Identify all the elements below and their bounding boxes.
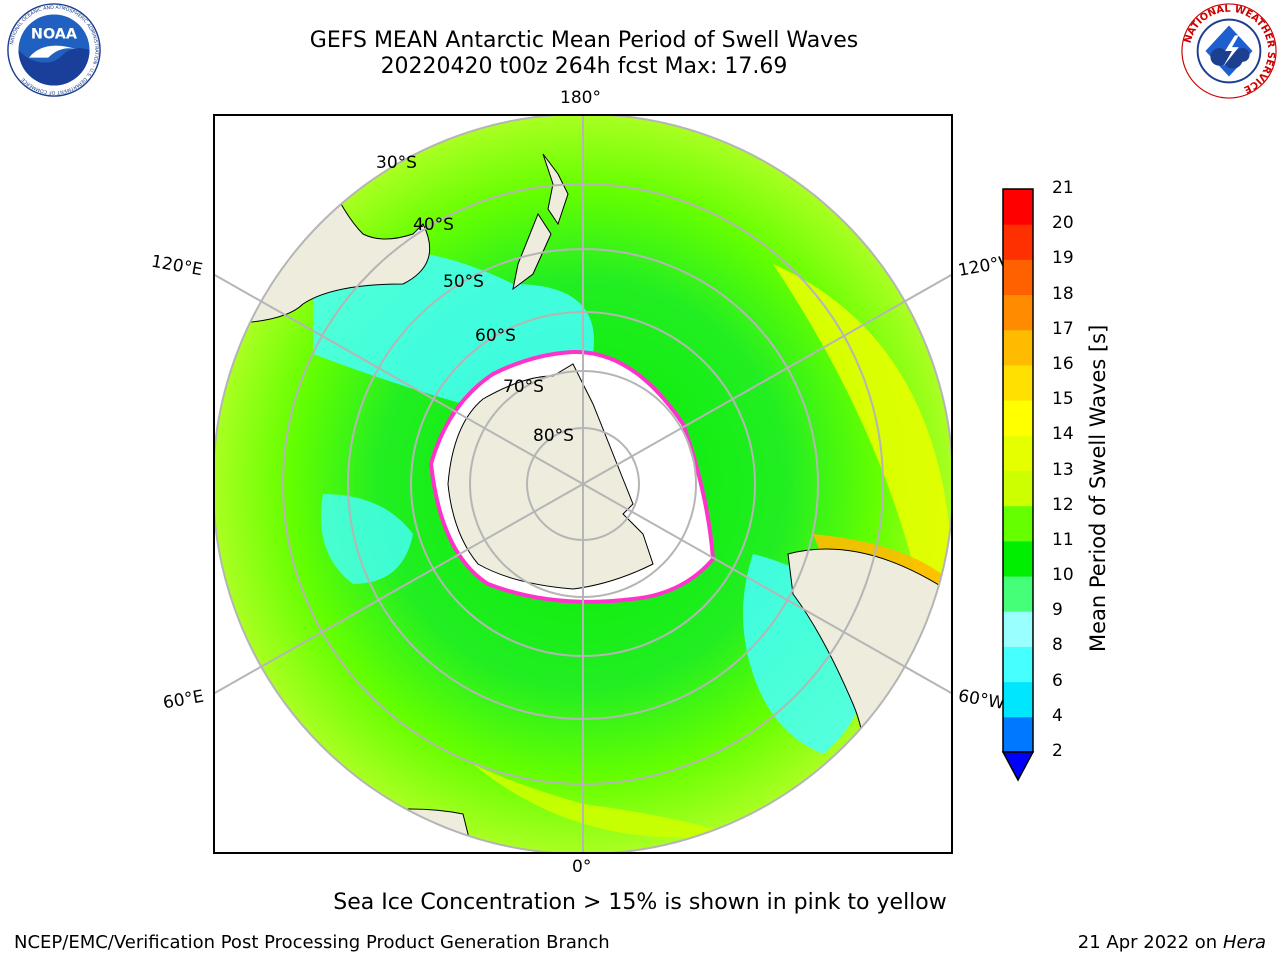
meridian-60w: [582, 483, 953, 695]
colorbar-tick-label: 17: [1052, 318, 1074, 339]
colorbar-tick-label: 20: [1052, 213, 1074, 234]
colorbar-band: [1003, 681, 1033, 718]
footer-host: Hera: [1222, 932, 1266, 953]
colorbar-tick-label: 6: [1052, 670, 1063, 691]
colorbar-band: [1003, 400, 1033, 436]
lat-label-40: 40°S: [413, 215, 454, 235]
swell-region-south: [473, 764, 733, 838]
new-zealand-north: [542, 153, 569, 226]
colorbar: [1001, 188, 1035, 782]
colorbar-tick-label: 16: [1052, 353, 1074, 374]
colorbar-tick-label: 13: [1052, 459, 1074, 480]
colorbar-band: [1003, 294, 1033, 331]
lat-label-50: 50°S: [443, 272, 484, 292]
colorbar-band: [1003, 364, 1033, 401]
colorbar-tick-label: 8: [1052, 635, 1063, 656]
colorbar-band: [1003, 224, 1033, 260]
colorbar-band: [1003, 259, 1033, 296]
colorbar-border: [1002, 188, 1034, 753]
colorbar-band: [1003, 611, 1033, 647]
colorbar-tick-label: 11: [1052, 529, 1074, 550]
colorbar-band: [1003, 470, 1033, 507]
colorbar-tick-label: 10: [1052, 565, 1074, 586]
lon-label-60e: 60°E: [161, 686, 206, 714]
swell-region-low-west: [321, 494, 413, 584]
colorbar-tick-label: 18: [1052, 283, 1074, 304]
lat-label-70: 70°S: [503, 377, 544, 397]
sea-ice-note: Sea Ice Concentration > 15% is shown in …: [333, 890, 947, 915]
lon-label-120e: 120°E: [149, 251, 205, 281]
noaa-logo: NOAA NATIONAL OCEANIC AND ATMOSPHERIC AD…: [7, 3, 101, 97]
colorbar-band: [1003, 576, 1033, 612]
lon-label-0: 0°: [572, 857, 592, 877]
colorbar-band: [1003, 505, 1033, 542]
graticule: [213, 114, 953, 854]
antarctica-land: [447, 363, 654, 590]
colorbar-band: [1003, 716, 1033, 753]
colorbar-band: [1003, 189, 1033, 225]
colorbar-band: [1003, 540, 1033, 577]
lon-label-60w: 60°W: [956, 686, 1007, 714]
lat-label-30: 30°S: [376, 153, 417, 173]
footer-date-text: 21 Apr 2022 on: [1077, 932, 1223, 953]
colorbar-tick-label: 2: [1052, 741, 1063, 761]
colorbar-band: [1003, 646, 1033, 683]
nws-logo: NATIONAL WEATHER SERVICE: [1181, 3, 1277, 99]
colorbar-band: [1003, 435, 1033, 471]
lon-label-180: 180°: [560, 88, 601, 108]
map-border: [213, 114, 953, 854]
colorbar-band: [1003, 329, 1033, 366]
footer-date: 21 Apr 2022 on Hera: [1078, 932, 1266, 953]
noaa-wordmark: NOAA: [31, 26, 78, 42]
colorbar-tick-label: 4: [1052, 705, 1063, 726]
chart-title: GEFS MEAN Antarctic Mean Period of Swell…: [309, 28, 859, 53]
colorbar-tick-label: 9: [1052, 600, 1063, 621]
polar-map: 30°S 40°S 50°S 60°S 70°S 80°S: [213, 114, 953, 854]
lat-label-80: 80°S: [533, 426, 574, 446]
meridian-120e: [213, 273, 584, 485]
colorbar-tick-label: 12: [1052, 494, 1074, 515]
meridian-60e: [213, 483, 584, 695]
colorbar-label: Mean Period of Swell Waves [s]: [1086, 324, 1110, 652]
new-zealand-south: [512, 212, 552, 291]
colorbar-tick-label: 14: [1052, 424, 1074, 445]
chart-subtitle: 20220420 t00z 264h fcst Max: 17.69: [380, 54, 788, 79]
lat-label-60: 60°S: [475, 326, 516, 346]
colorbar-tick-label: 21: [1052, 178, 1074, 198]
colorbar-tick-label: 19: [1052, 248, 1074, 269]
meridian-120w: [582, 273, 953, 485]
colorbar-extend-min: [1001, 751, 1035, 782]
footer-branch: NCEP/EMC/Verification Post Processing Pr…: [14, 932, 610, 953]
colorbar-tick-label: 15: [1052, 389, 1074, 410]
